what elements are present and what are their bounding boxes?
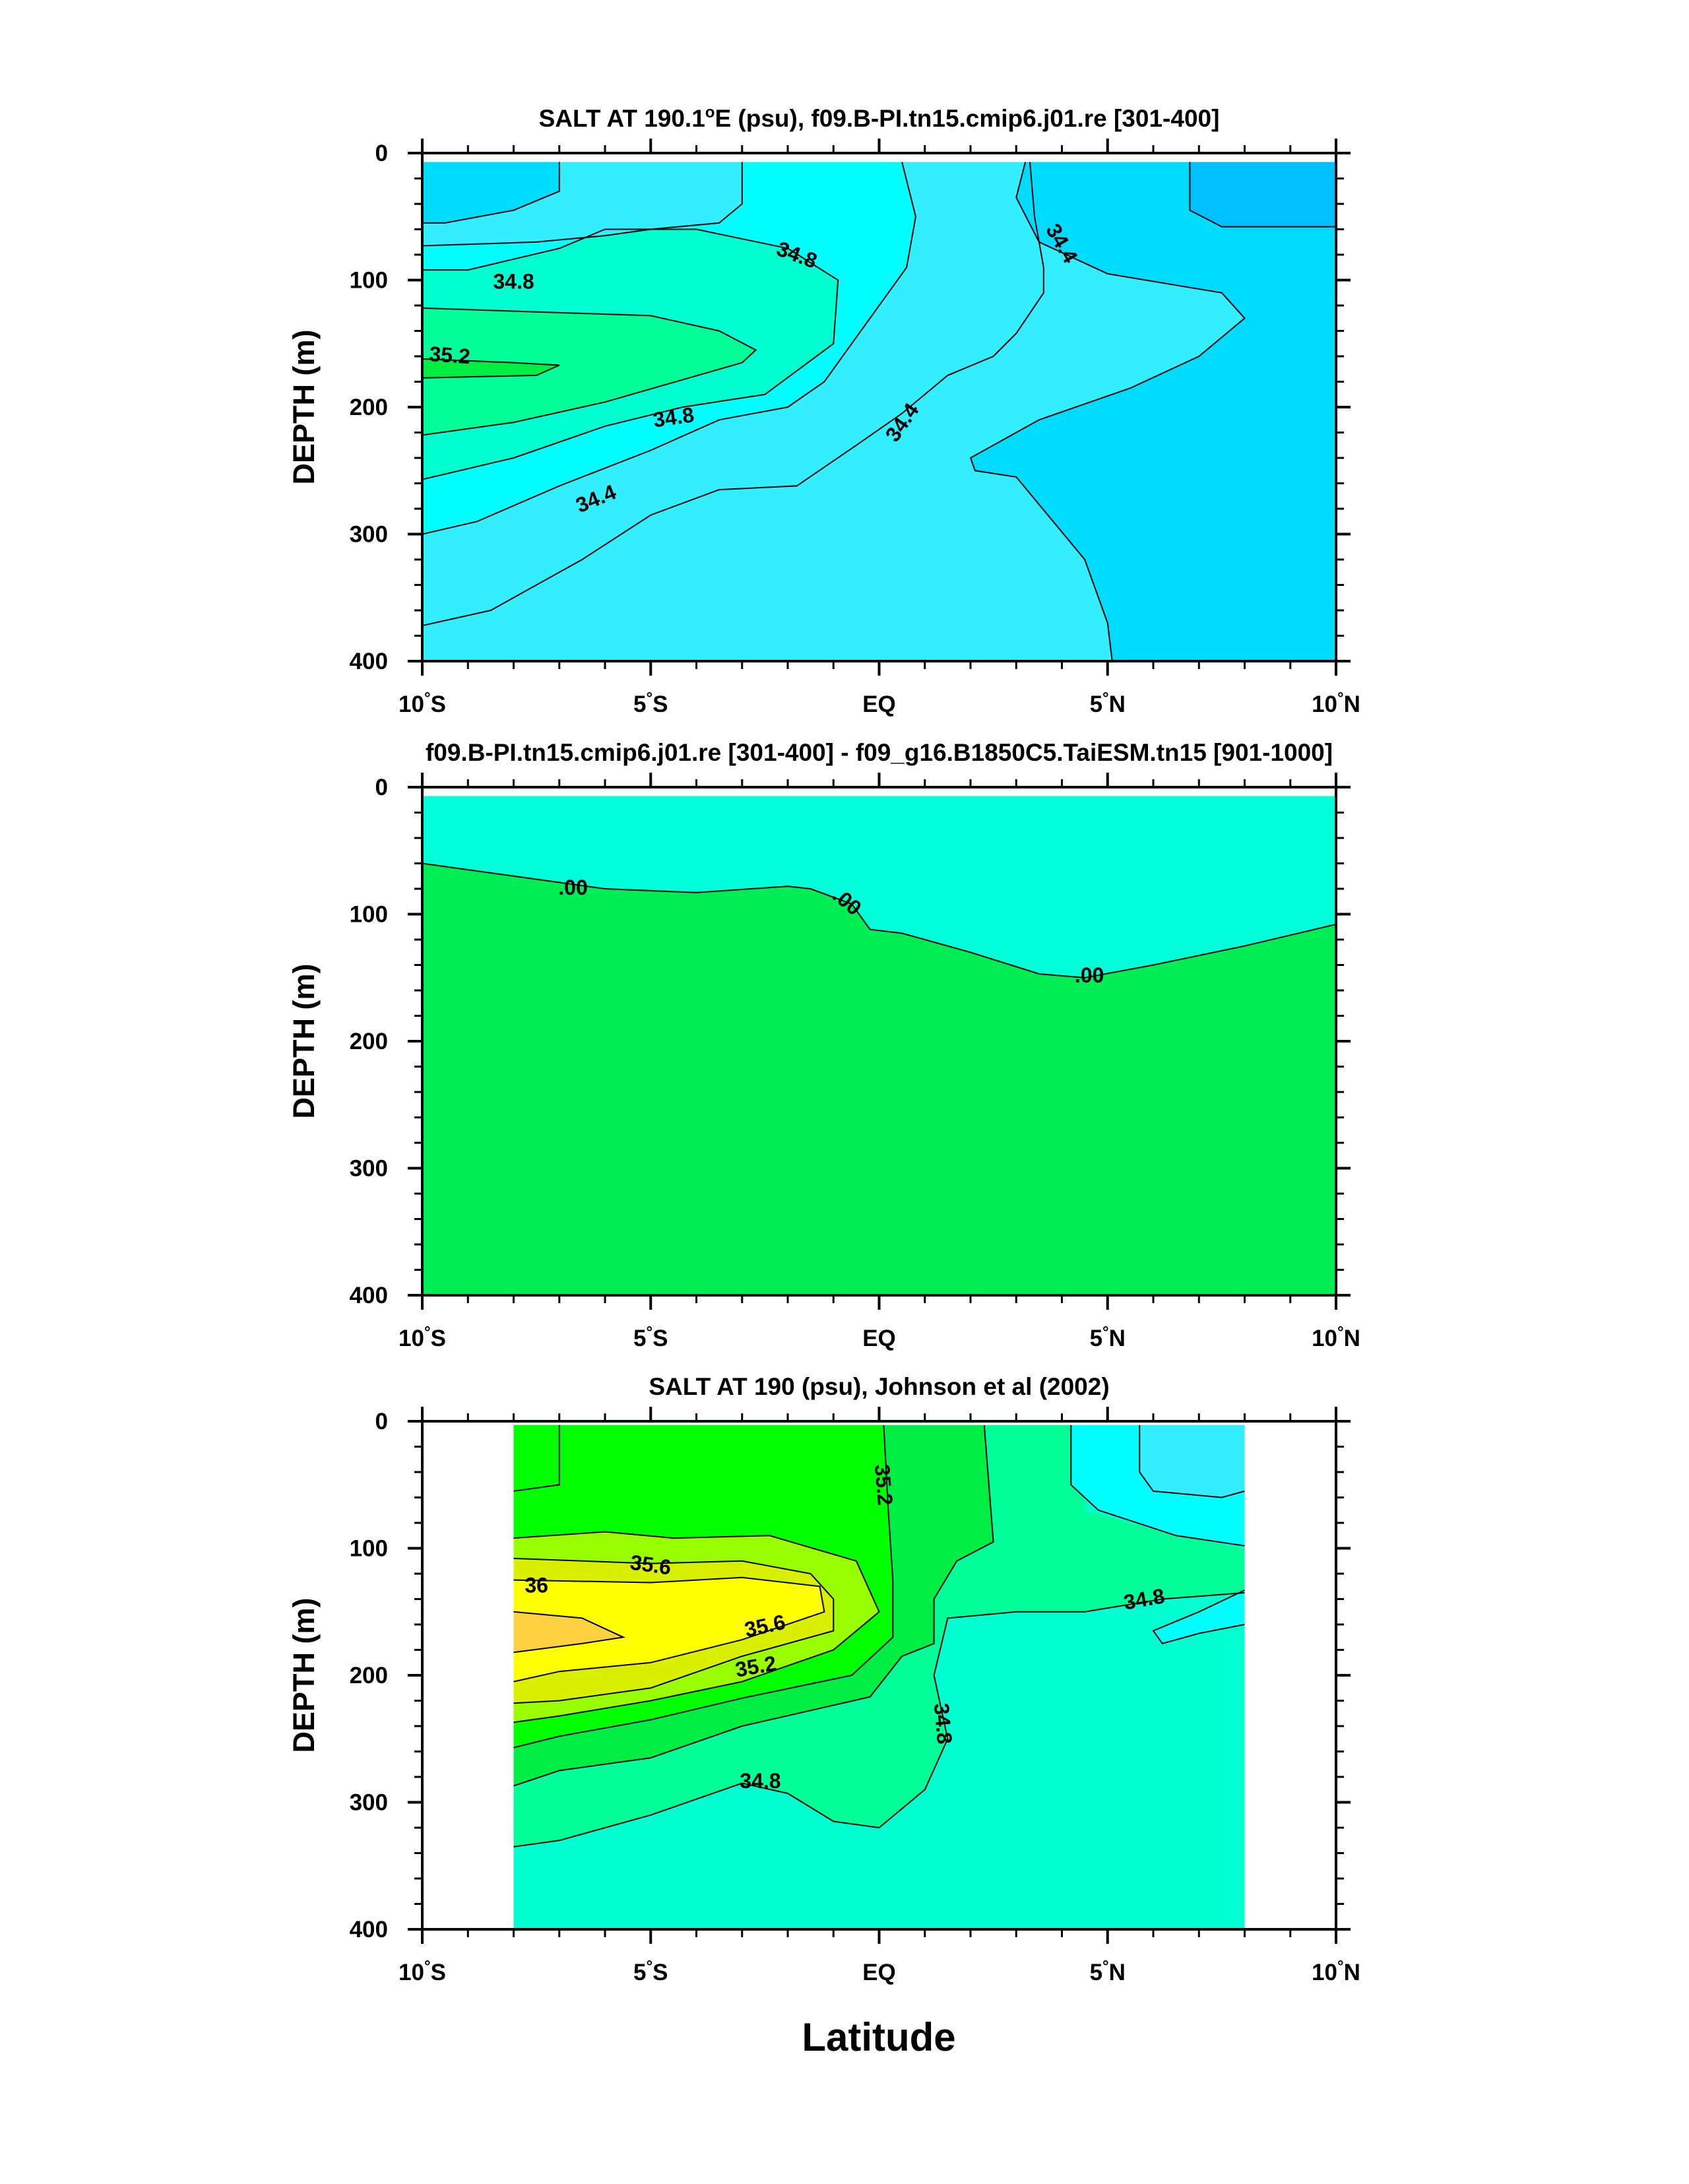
y-tick-label: 200 [350,1029,388,1054]
y-tick-label: 0 [375,775,388,800]
contour-label-1: 35.2 [870,1463,897,1506]
contour-label-1: .00 [558,876,587,899]
contour-line-7 [513,1611,626,1654]
contour-label-3: .00 [1075,963,1104,987]
y-tick-label: 200 [350,1663,388,1688]
y-tick-label: 0 [375,1409,388,1434]
contour-line-8 [513,1425,560,1492]
contour-label-2: 35.6 [629,1550,673,1579]
y-tick-label: 300 [350,522,388,548]
y-tick-label: 400 [350,1283,388,1308]
y-tick-label: 0 [375,141,388,166]
fill-region-1 [422,863,1336,1295]
contour-line-5 [513,1557,835,1704]
contour-line-9 [422,162,1044,627]
contour-line-10 [1139,1425,1245,1498]
contour-line-2 [422,228,839,480]
x-tick-label: 10°N [1312,690,1360,717]
fill-region-7 [971,162,1336,661]
contour-line-4 [513,1531,880,1723]
contour-line-1 [422,162,916,535]
y-tick-label: 100 [350,1536,388,1562]
fill-region-7 [513,1611,623,1653]
x-tick-label: 5°S [633,1324,668,1351]
contour-field: 34.834.835.234.8 34.434.434.4 [422,162,1336,662]
fill-region-8 [513,1425,559,1491]
contour-line-4 [422,358,560,379]
fill-region-11 [1153,1590,1245,1644]
fill-region-6 [422,162,559,223]
contour-label-3: 35.2 [428,342,471,368]
contour-line-6 [513,1576,825,1683]
x-tick-label: 5°S [633,690,668,717]
contour-line-7 [969,162,1246,662]
panel-title: SALT AT 190.1oE (psu), f09.B-PI.tn15.cmi… [539,104,1220,132]
x-tick-label: 10°N [1312,1324,1360,1351]
x-tick-label: 10°S [398,1958,446,1985]
panel-1: 34.834.835.234.8 34.434.434.410°S 5°S EQ 5°N… [287,104,1360,717]
y-tick-label: 300 [350,1156,388,1182]
panel-title: SALT AT 190 (psu), Johnson et al (2002) [649,1373,1109,1400]
x-tick-label: EQ [862,1960,896,1985]
contour-line-8 [1189,162,1336,228]
y-tick-label: 200 [350,395,388,420]
y-axis-label: DEPTH (m) [287,964,321,1119]
fill-region-10 [1139,1425,1245,1498]
y-tick-label: 400 [350,649,388,674]
contour-line-3 [422,307,757,436]
contour-line-3 [513,1425,894,1749]
panel-title: f09.B-PI.tn15.cmip6.j01.re [301-400] - f… [426,739,1333,766]
x-tick-label: 5°N [1090,1958,1126,1985]
contour-label-1: 34.8 [493,269,534,293]
y-tick-label: 400 [350,1917,388,1943]
x-tick-label: 5°N [1090,690,1126,717]
y-axis-label: DEPTH (m) [287,330,321,485]
x-tick-label: EQ [862,1326,896,1351]
contour-label-6: 34.8 [930,1702,957,1745]
y-tick-label: 100 [350,902,388,928]
y-tick-label: 100 [350,268,388,294]
contour-field: .00.00.00 [422,796,1336,1295]
fill-region-6 [513,1577,825,1682]
contour-line-5 [422,162,743,247]
fill-region-8 [1190,162,1336,227]
x-tick-label: 10°N [1312,1958,1360,1985]
x-tick-label: 5°N [1090,1324,1126,1351]
fill-region-3 [422,307,756,435]
contour-line-9 [1070,1425,1245,1547]
contour-line-11 [1152,1590,1245,1645]
contour-label-4: 34.8 [652,402,696,432]
contour-label-7: 34.8 [740,1769,781,1793]
contour-line-1 [422,862,1336,979]
y-tick-label: 300 [350,1790,388,1816]
contour-line-2 [513,1425,994,1787]
contour-label-3: 36 [525,1573,548,1597]
x-axis-label: Latitude [802,2015,955,2059]
y-axis-label: DEPTH (m) [287,1598,321,1753]
x-tick-label: 5°S [633,1958,668,1985]
x-tick-label: EQ [862,691,896,717]
contour-line-6 [422,162,560,224]
x-tick-label: 10°S [398,1324,446,1351]
contour-line-1 [513,1591,1245,1847]
x-tick-label: 10°S [398,690,446,717]
